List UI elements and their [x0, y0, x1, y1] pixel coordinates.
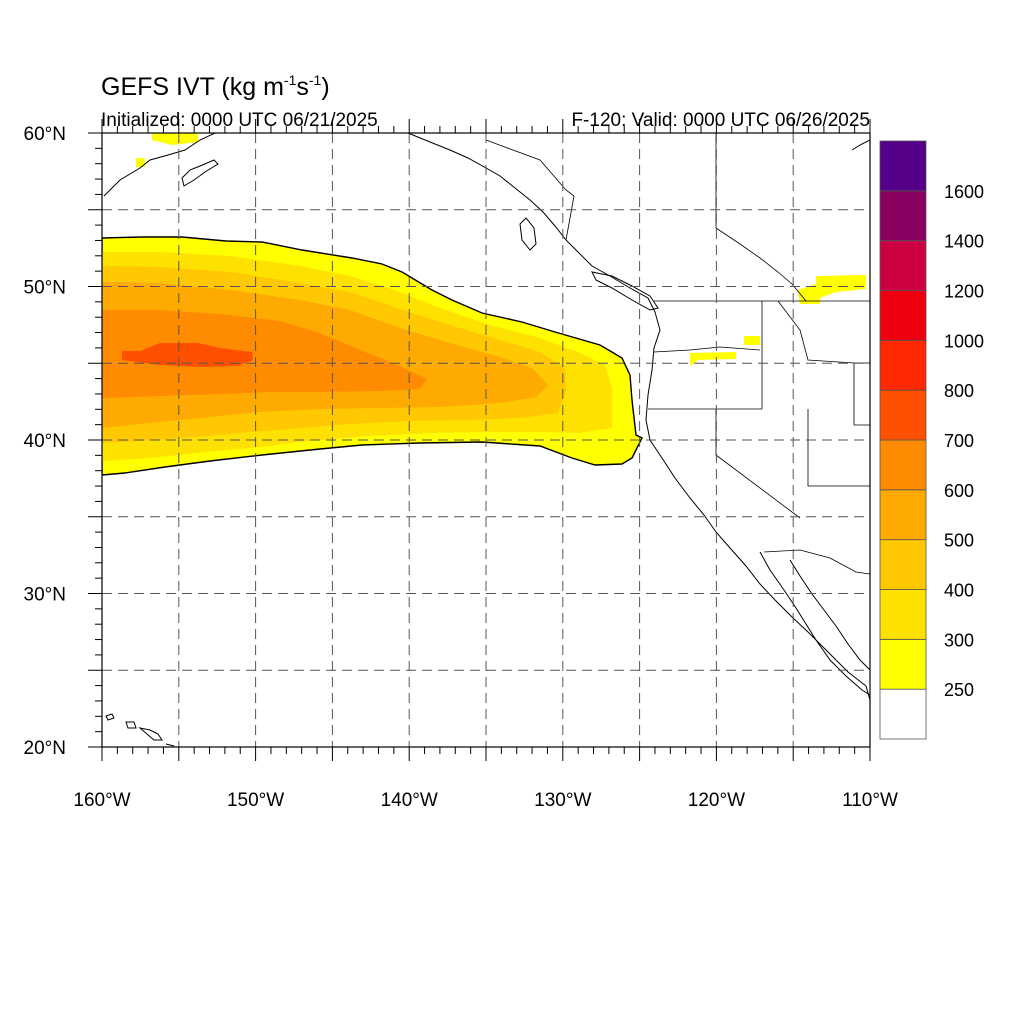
x-tick-label: 150°W	[227, 790, 284, 811]
coastlines	[103, 133, 870, 747]
vancouver-island	[591, 271, 659, 311]
alaska-canada-border	[485, 139, 575, 241]
colorbar-label: 250	[944, 680, 974, 700]
colorbar-swatch	[879, 290, 927, 341]
colorbar-swatch	[879, 190, 927, 242]
y-tick-label: 20°N	[24, 738, 66, 759]
alaska-coast	[103, 133, 216, 197]
colorbar-swatch	[879, 539, 927, 590]
hawaii-islands	[105, 713, 175, 747]
colorbar-label: 1400	[944, 232, 984, 252]
y-tick-label: 30°N	[24, 585, 66, 606]
colorbar-swatch	[879, 439, 927, 491]
title-exponent-2: -1	[308, 72, 322, 88]
ivt-patch-gulf-of-alaska	[136, 158, 145, 167]
ivt-patch-north	[152, 133, 198, 145]
ivt-shading	[102, 133, 866, 476]
colorbar-swatch	[879, 589, 927, 640]
nevada-border	[715, 409, 801, 519]
colorbar-label: 1000	[944, 331, 984, 351]
canada-province-border	[715, 133, 807, 302]
colorbar-swatch	[879, 140, 927, 192]
bc-coast	[565, 239, 870, 701]
colorbar-label: 800	[944, 381, 974, 401]
alaska-panhandle	[407, 133, 567, 241]
colorbar-swatch	[879, 240, 927, 291]
colorbar-swatch	[879, 389, 927, 441]
y-tick-label: 60°N	[24, 124, 66, 145]
y-tick-label: 40°N	[24, 431, 66, 452]
title-text-s: s	[296, 73, 309, 101]
axis-labels: 160°W 150°W 140°W 130°W 120°W 110°W 60°N 50°N 40…	[24, 124, 898, 811]
colorbar-label: 1200	[944, 282, 984, 302]
colorbar-label: 1600	[944, 182, 984, 202]
title-text: GEFS IVT (kg m	[101, 73, 284, 101]
colorbar-swatch	[879, 638, 927, 690]
x-tick-label: 130°W	[534, 790, 591, 811]
ivt-patch-montana	[798, 275, 866, 304]
colorbar	[879, 140, 927, 740]
colorbar-label: 700	[944, 431, 974, 451]
x-tick-label: 140°W	[381, 790, 438, 811]
haida-gwaii	[519, 217, 537, 251]
ivt-600-region	[102, 310, 427, 398]
x-tick-label: 120°W	[688, 790, 745, 811]
colorbar-label: 300	[944, 630, 974, 650]
gulf-of-california-west	[759, 551, 870, 696]
x-tick-label: 110°W	[842, 790, 898, 811]
kodiak-island	[181, 159, 219, 187]
mexico-border	[763, 549, 870, 575]
washington-oregon-border	[653, 346, 761, 353]
axis-ticks	[88, 119, 871, 761]
colorbar-labels: 250 300 400 500 600 700 800 1000 1200 1400 1600	[944, 182, 984, 700]
ivt-patch-idaho	[744, 336, 760, 345]
y-tick-label: 50°N	[24, 278, 66, 299]
colorbar-label: 600	[944, 481, 974, 501]
map-title: GEFS IVT (kg m-1s-1)	[101, 72, 330, 102]
title-exponent-1: -1	[283, 72, 297, 88]
title-text-end: )	[321, 73, 330, 101]
political-borders	[485, 133, 870, 575]
colorbar-label: 400	[944, 581, 974, 601]
ivt-700-region	[122, 343, 253, 367]
lat-lon-grid	[102, 133, 870, 747]
utah-border	[807, 409, 870, 487]
colorbar-swatch	[879, 339, 927, 391]
montana-border	[777, 300, 870, 364]
colorbar-label: 500	[944, 531, 974, 551]
hudson-bay-coast	[851, 139, 870, 151]
colorbar-swatch	[879, 489, 927, 541]
ivt-patch-columbia-basin	[690, 352, 736, 366]
colorbar-swatch	[879, 688, 927, 740]
init-time-label: Initialized: 0000 UTC 06/21/2025	[101, 110, 378, 131]
wyoming-border	[853, 363, 870, 426]
x-tick-label: 160°W	[73, 790, 130, 811]
valid-time-label: F-120: Valid: 0000 UTC 06/26/2025	[571, 110, 870, 131]
gulf-of-california-east	[789, 559, 870, 671]
